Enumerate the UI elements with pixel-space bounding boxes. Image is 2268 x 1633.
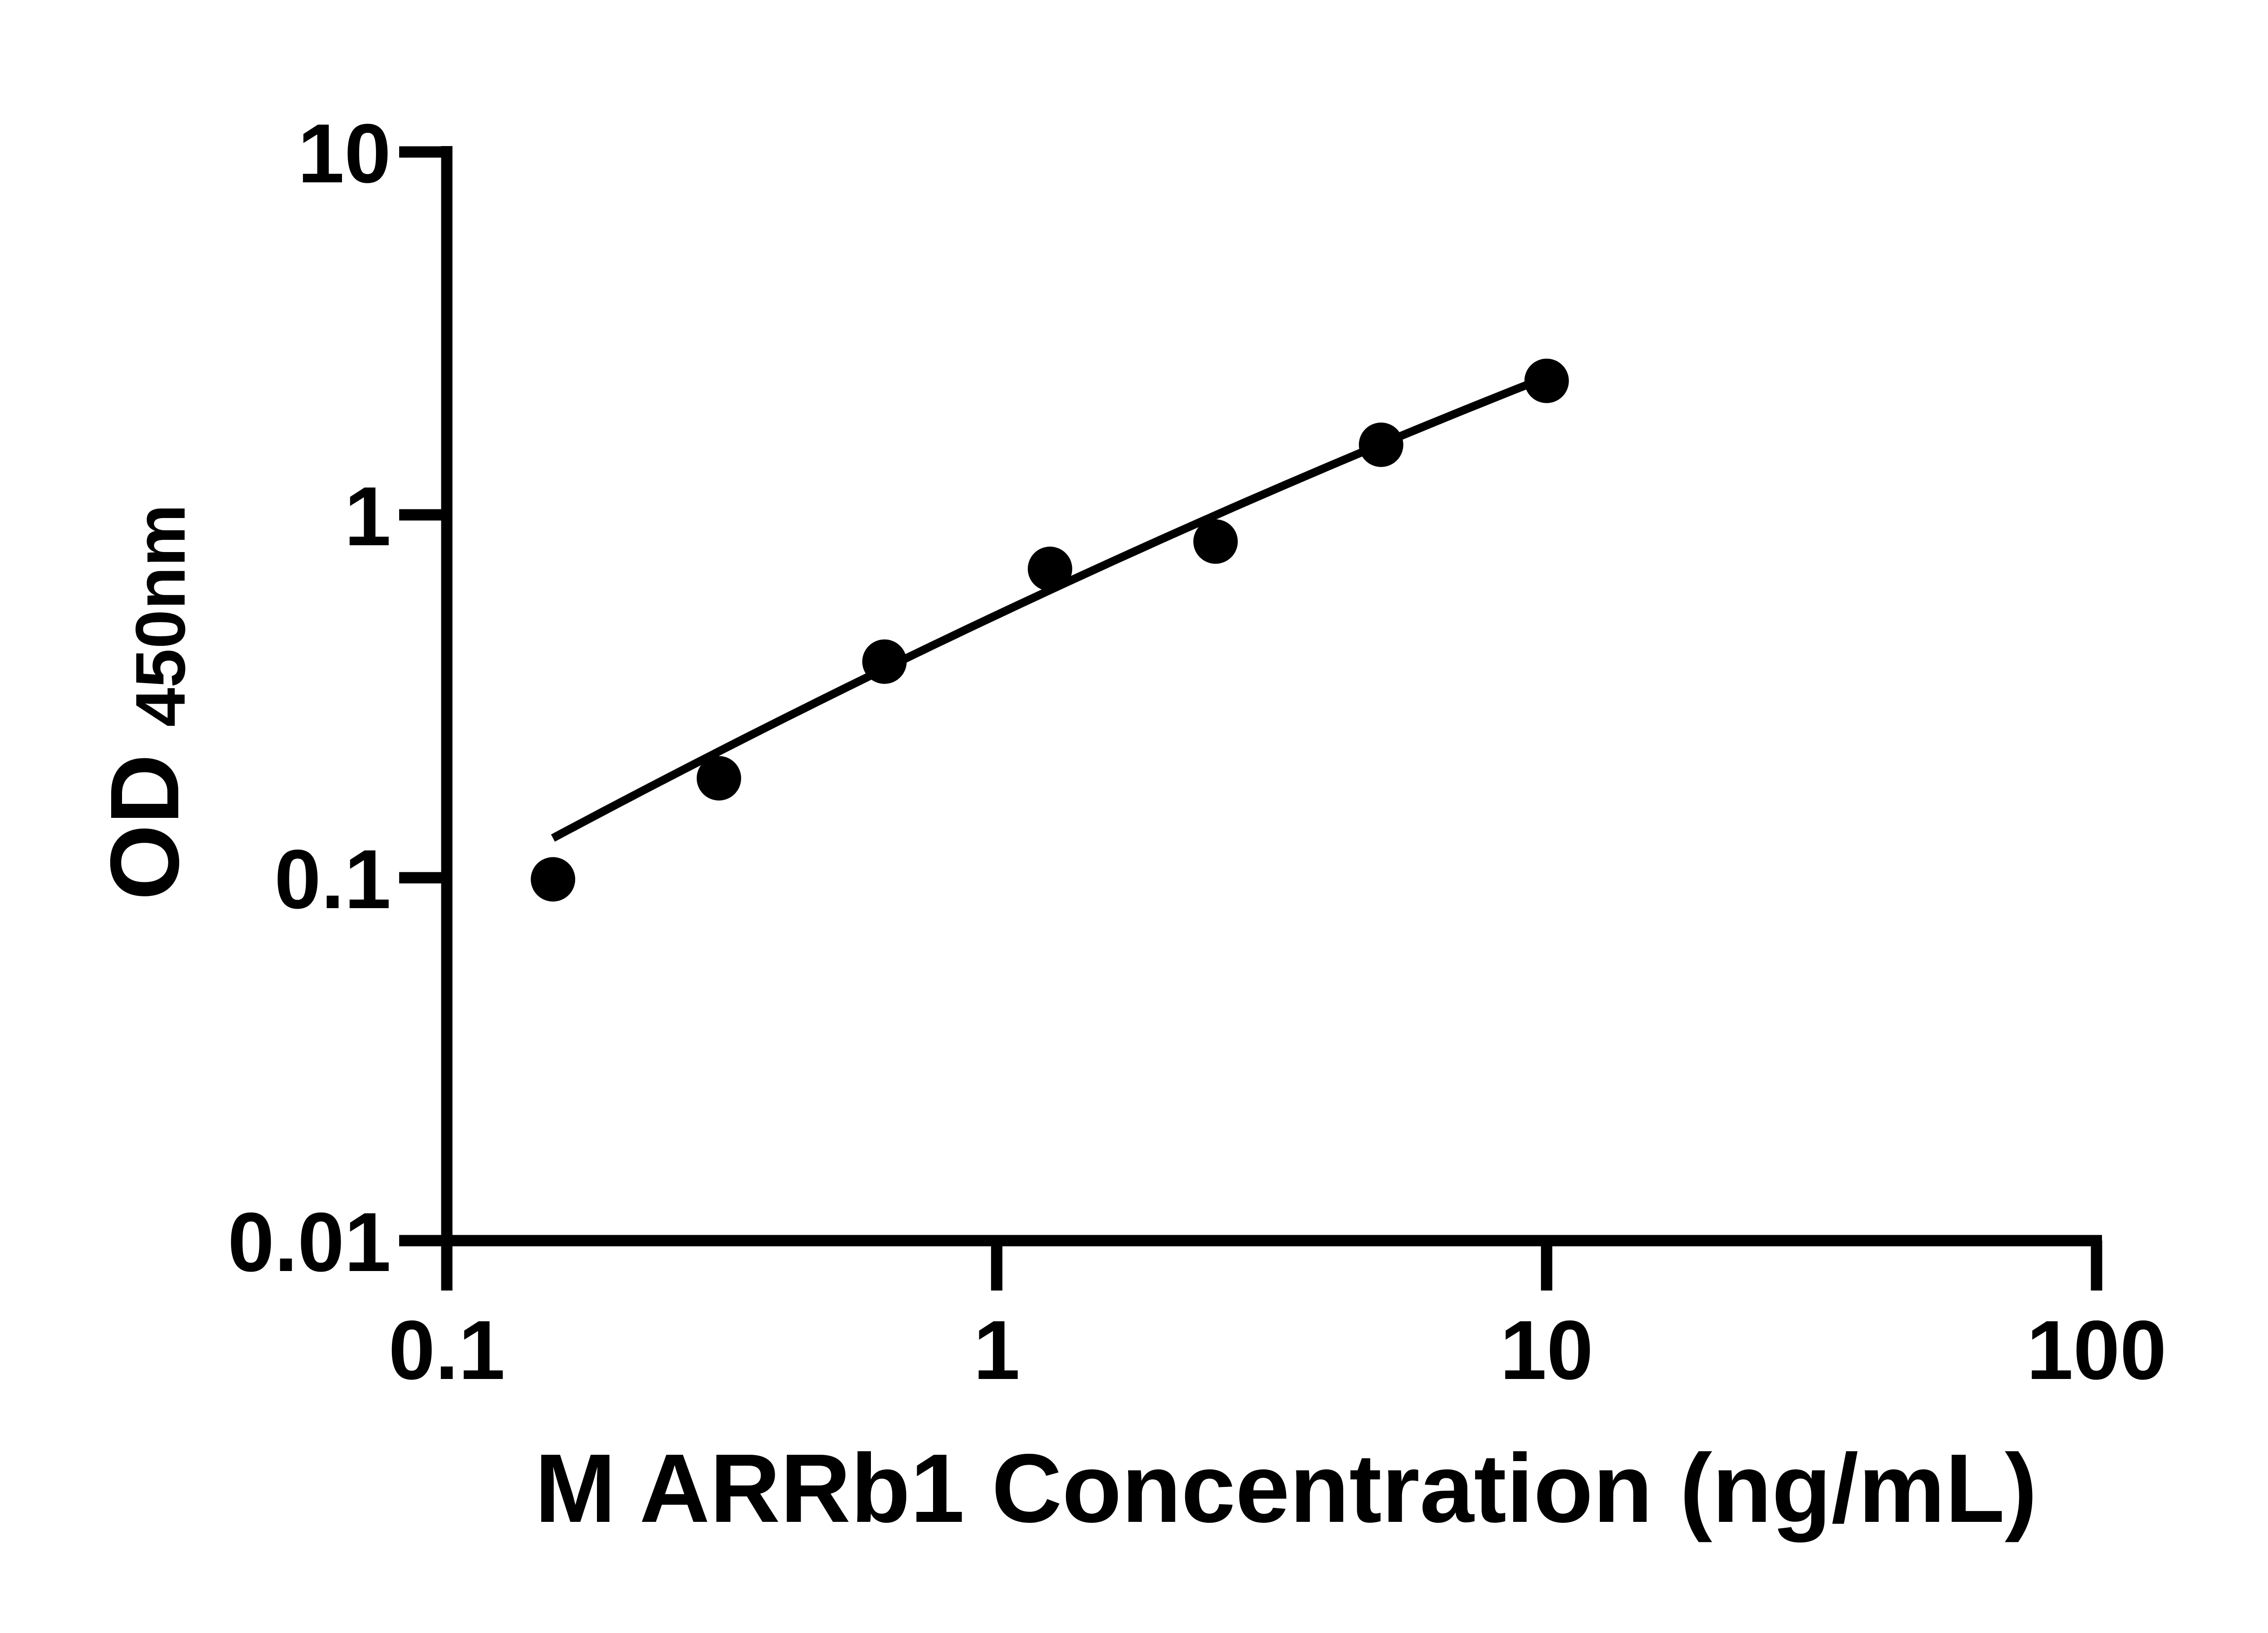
data-point — [1027, 547, 1072, 591]
x-tick-label: 0.1 — [388, 1304, 505, 1397]
data-point — [696, 756, 741, 801]
y-axis-tick-labels: 10 1 0.1 0.01 — [228, 107, 391, 1289]
data-point — [862, 639, 907, 684]
data-point — [531, 857, 576, 902]
data-point — [1359, 422, 1403, 467]
x-tick-label: 10 — [1500, 1304, 1593, 1397]
y-axis-title: OD 450nm — [90, 504, 200, 900]
y-tick-label: 0.01 — [228, 1196, 391, 1289]
x-axis-ticks — [441, 1241, 2102, 1291]
y-tick-label: 10 — [298, 107, 391, 200]
data-point — [1193, 519, 1238, 564]
x-tick-label: 100 — [2027, 1304, 2167, 1397]
y-axis-title-subscript: 450nm — [121, 504, 200, 727]
x-axis-title: M ARRb1 Concentration (ng/mL) — [535, 1433, 2037, 1543]
x-axis-tick-labels: 0.1 1 10 100 — [388, 1304, 2166, 1397]
data-points-group — [531, 358, 1569, 902]
y-axis-ticks — [399, 146, 447, 1247]
data-point — [1524, 358, 1569, 403]
x-tick-label: 1 — [973, 1304, 1020, 1397]
y-tick-label: 0.1 — [274, 833, 391, 926]
y-tick-label: 1 — [344, 470, 391, 563]
y-axis-title-main: OD — [90, 754, 199, 900]
